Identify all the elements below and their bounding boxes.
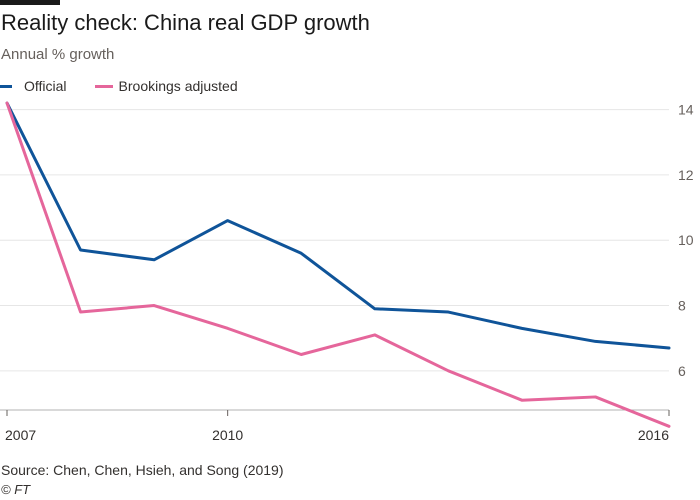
series-line-official [5, 101, 671, 350]
legend-label-official: Official [24, 78, 67, 94]
y-tick-label-14: 14 [678, 102, 694, 118]
legend-item-official: Official [0, 78, 67, 94]
y-tick-label-12: 12 [678, 167, 694, 183]
legend-item-brookings-adjusted: Brookings adjusted [94, 78, 238, 94]
y-tick-label-8: 8 [678, 298, 686, 314]
y-tick-label-6: 6 [678, 363, 686, 379]
top-accent-bar [0, 0, 60, 5]
source-note: Source: Chen, Chen, Hsieh, and Song (201… [1, 462, 284, 478]
legend-swatch-brookings-adjusted [94, 84, 113, 88]
x-tick-label-2016: 2016 [638, 427, 669, 443]
x-tick-label-2010: 2010 [212, 427, 243, 443]
y-tick-label-10: 10 [678, 232, 694, 248]
chart-subtitle: Annual % growth [1, 46, 115, 63]
credit-note: © FT [1, 482, 31, 497]
legend: Official Brookings adjusted [0, 78, 266, 94]
x-tick-label-2007: 2007 [5, 427, 36, 443]
series-line-brookings-adjusted [5, 101, 671, 428]
legend-label-brookings-adjusted: Brookings adjusted [118, 78, 238, 94]
chart-title: Reality check: China real GDP growth [1, 10, 370, 35]
legend-swatch-official [0, 84, 12, 88]
